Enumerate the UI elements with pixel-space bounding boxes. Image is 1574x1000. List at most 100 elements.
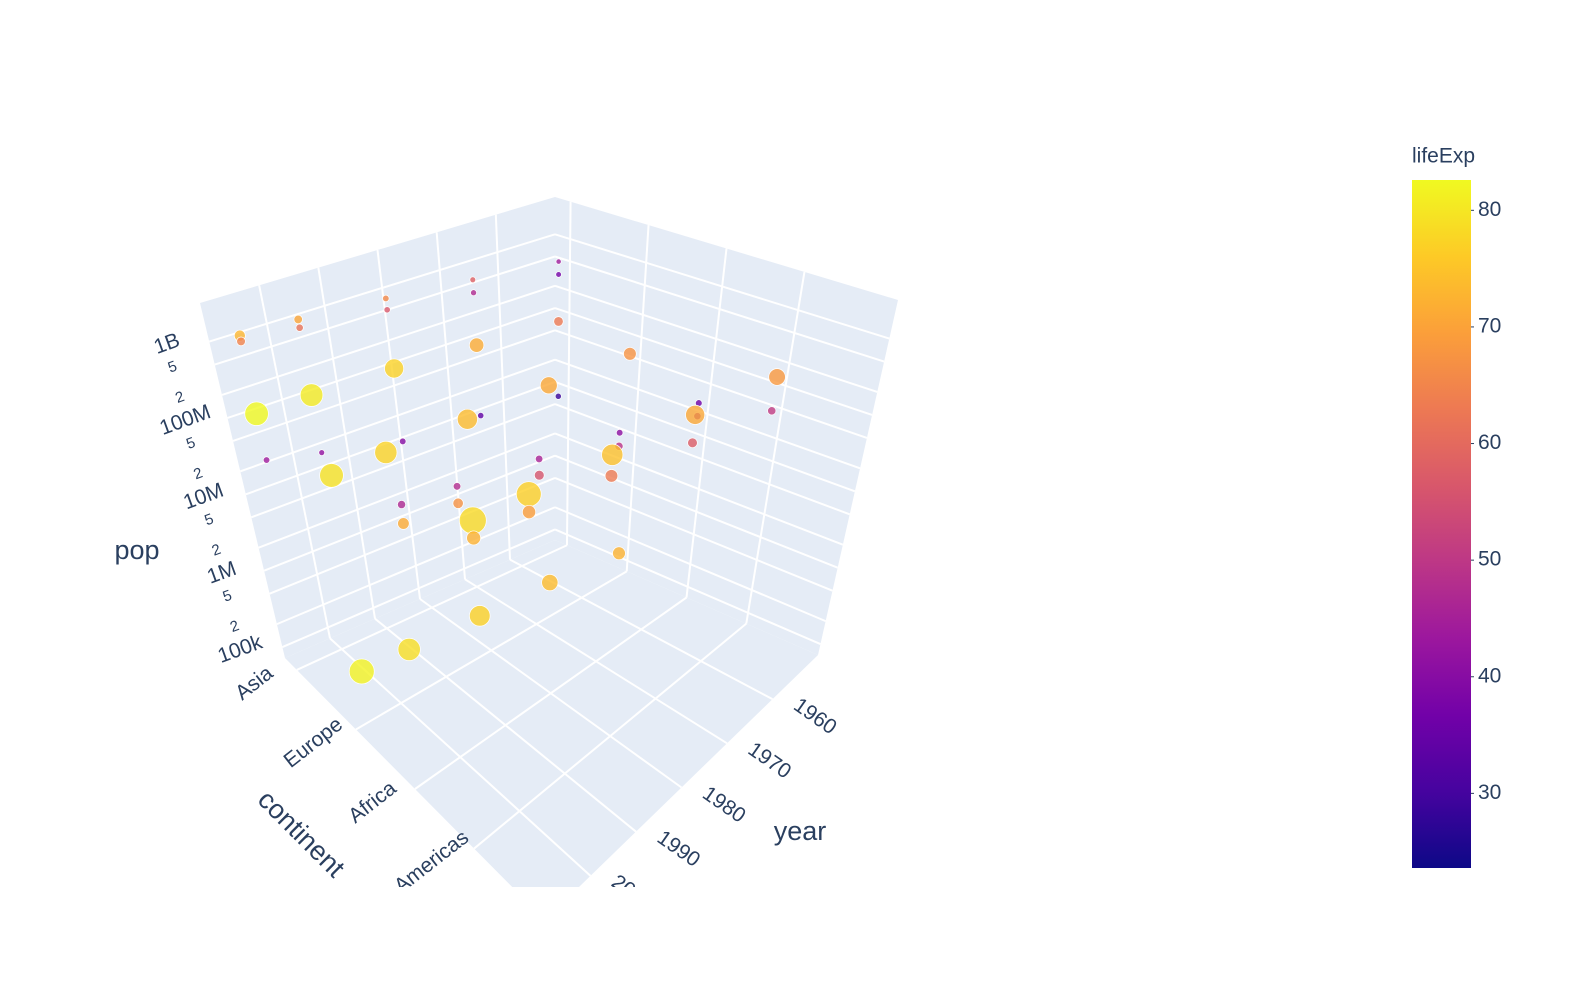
marker — [293, 314, 303, 325]
marker — [601, 443, 624, 466]
y-tick-label: Europe — [280, 713, 348, 773]
colorbar-tick-label: 80 — [1478, 198, 1501, 221]
marker — [236, 336, 246, 347]
grid-line — [554, 329, 868, 439]
x-axis-title: year — [774, 816, 827, 846]
marker — [555, 258, 562, 265]
marker — [244, 401, 269, 426]
grid-line — [554, 284, 878, 393]
marker — [397, 500, 406, 509]
marker — [515, 481, 542, 507]
marker — [318, 449, 326, 456]
z-tick-label: 2 — [228, 617, 242, 636]
marker — [469, 276, 477, 284]
marker — [458, 506, 487, 535]
grid-line — [745, 271, 806, 624]
x-tick-label: 1980 — [698, 782, 749, 828]
z-tick-label: 2 — [210, 541, 224, 560]
marker — [767, 406, 777, 416]
grid-line — [221, 284, 556, 396]
marker — [466, 530, 481, 546]
marker — [541, 573, 559, 592]
grid-line — [554, 506, 827, 623]
marker — [262, 456, 271, 464]
wall — [285, 540, 818, 887]
y-title-group: continent — [252, 784, 351, 883]
grid-line — [554, 528, 821, 646]
colorbar — [1412, 180, 1471, 868]
grid-line — [239, 358, 556, 473]
grid-line — [355, 570, 628, 731]
grid-line — [317, 267, 376, 619]
marker — [469, 337, 485, 353]
z-tick-label: 10M — [180, 479, 226, 515]
grid-line — [263, 454, 556, 572]
z-tick-label: 100M — [157, 400, 214, 440]
marker — [555, 271, 562, 278]
marker — [452, 482, 462, 491]
grid-line — [554, 307, 873, 416]
z-tick-label: 5 — [166, 358, 180, 377]
grid-line — [494, 214, 511, 560]
y-tick-label: Africa — [344, 776, 401, 827]
marker — [477, 412, 485, 420]
grid-line — [625, 225, 650, 572]
z-tick-label: 100k — [215, 630, 266, 667]
z-tick-label: 1B — [151, 328, 183, 358]
grid-line — [250, 403, 556, 519]
colorbar-title: lifeExp — [1412, 145, 1475, 168]
marker — [615, 429, 624, 437]
grid-line — [473, 622, 747, 850]
z-axis-title: pop — [114, 535, 159, 565]
colorbar-tick-label: 40 — [1478, 664, 1501, 687]
marker — [374, 440, 398, 464]
marker — [383, 306, 391, 314]
marker — [470, 289, 477, 297]
grid-line — [554, 255, 885, 363]
grid-line — [554, 403, 851, 516]
wall — [200, 197, 555, 658]
wall — [555, 197, 898, 655]
marker — [452, 497, 464, 509]
grid-line — [232, 329, 556, 442]
marker — [534, 469, 545, 481]
marker — [554, 392, 562, 400]
marker — [623, 347, 637, 361]
x-tick-label: 1990 — [653, 826, 704, 872]
marker — [522, 504, 537, 520]
grid-line — [269, 476, 556, 595]
grid-line — [245, 380, 556, 496]
grid-line — [414, 596, 688, 790]
grid-line — [554, 233, 890, 340]
marker — [295, 323, 304, 332]
marker — [539, 376, 558, 395]
marker — [768, 368, 786, 386]
y-tick-label: Americas — [390, 826, 473, 898]
grid-line — [276, 506, 556, 626]
grid-line — [554, 358, 861, 470]
marker — [399, 437, 407, 446]
grid-line — [258, 285, 331, 639]
grid-line — [258, 432, 556, 549]
grid-line — [685, 248, 728, 598]
x-tick-label: 1970 — [744, 738, 795, 784]
grid-line — [554, 476, 833, 592]
colorbar-tick-label: 60 — [1478, 431, 1501, 454]
marker — [687, 437, 698, 449]
z-tick-label: 5 — [202, 510, 216, 529]
x-tick-label: 1960 — [789, 694, 840, 740]
marker — [534, 454, 544, 464]
marker — [604, 469, 619, 483]
z-tick-label: 5 — [184, 434, 198, 453]
marker — [382, 294, 390, 303]
marker — [348, 658, 375, 685]
grid-line — [281, 528, 556, 649]
colorbar-tick-label: 70 — [1478, 314, 1501, 337]
marker — [612, 546, 626, 561]
z-tick-label: 2 — [191, 464, 205, 483]
grid-line — [565, 201, 572, 546]
marker — [469, 605, 491, 627]
